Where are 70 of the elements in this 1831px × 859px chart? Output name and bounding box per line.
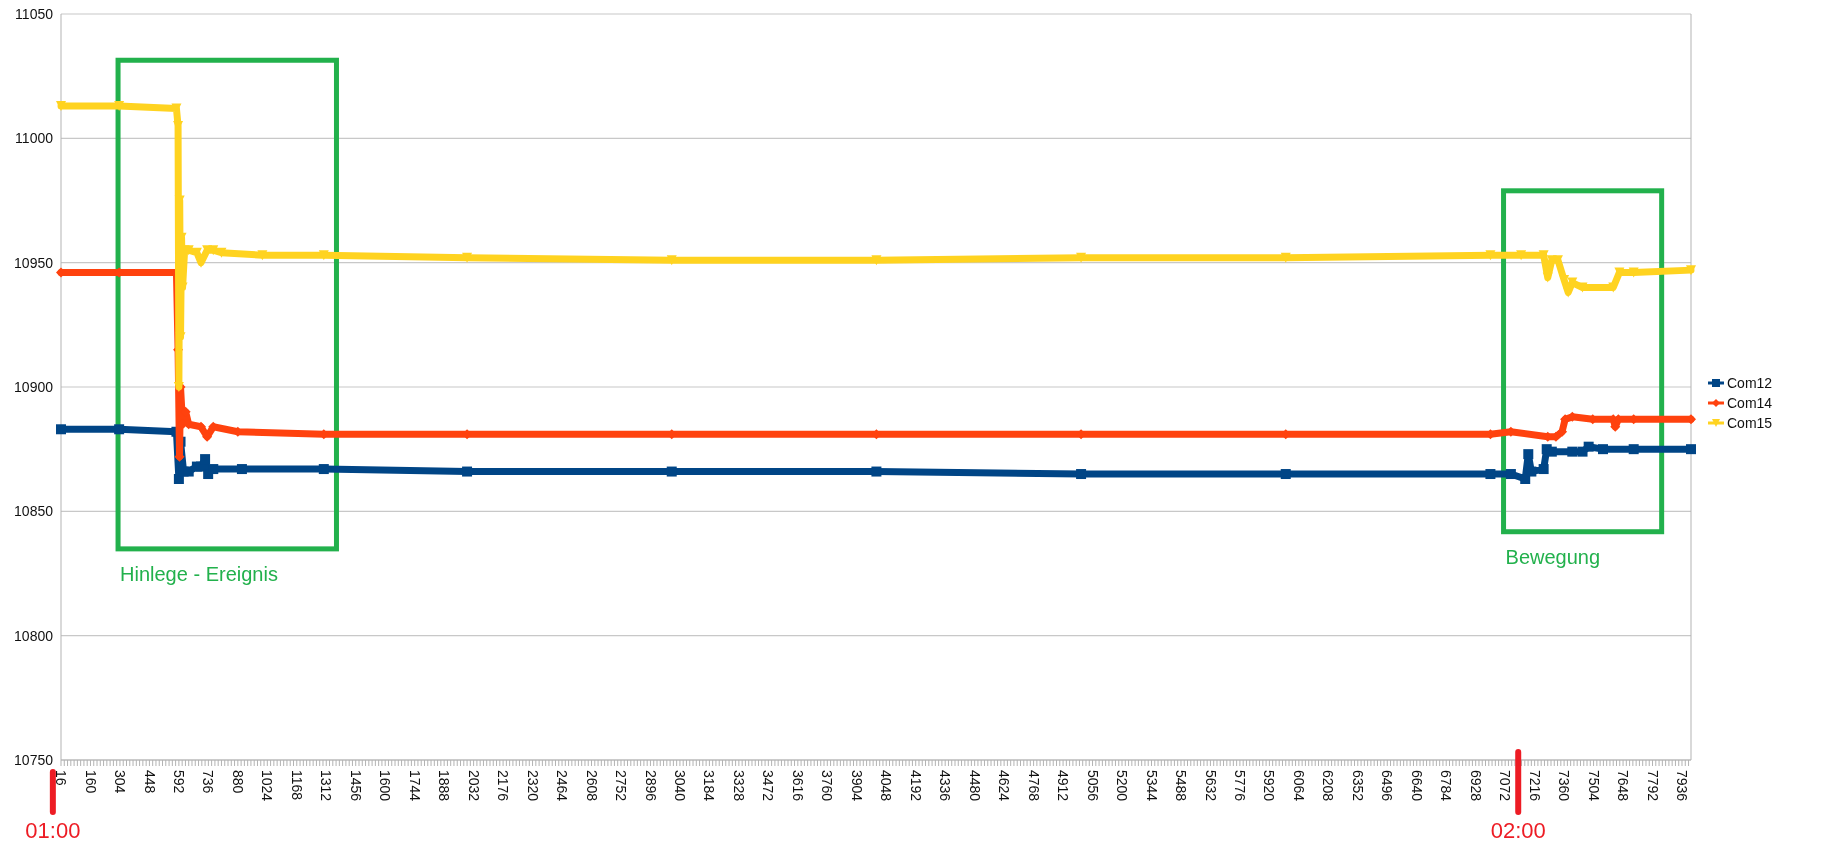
x-tick-label: 5632 — [1202, 770, 1219, 802]
x-tick-label: 6064 — [1290, 770, 1307, 802]
x-tick-label: 6208 — [1320, 770, 1337, 802]
x-tick-label: 5920 — [1261, 770, 1278, 802]
x-tick-label: 2320 — [524, 770, 541, 802]
x-tick-label: 3328 — [730, 770, 747, 802]
y-tick-label: 10950 — [14, 254, 54, 271]
x-tick-label: 592 — [170, 770, 187, 794]
x-tick-label: 736 — [200, 770, 217, 794]
x-tick-label: 5344 — [1143, 770, 1160, 802]
x-tick-label: 1312 — [318, 770, 335, 802]
x-tick-label: 3616 — [789, 770, 806, 802]
x-tick-label: 4048 — [878, 770, 895, 802]
x-tick-label: 6352 — [1349, 770, 1366, 802]
x-tick-label: 1456 — [347, 770, 364, 802]
x-tick-label: 880 — [229, 770, 246, 794]
x-tick-label: 4480 — [966, 770, 983, 802]
x-tick-label: 4192 — [907, 770, 924, 802]
x-tick-label: 5488 — [1173, 770, 1190, 802]
x-tick-label: 16 — [53, 770, 70, 786]
annotation: Hinlege - Ereignis — [120, 562, 278, 585]
x-tick-label: 5200 — [1114, 770, 1131, 802]
x-tick-label: 6784 — [1438, 770, 1455, 802]
annotation: Bewegung — [1505, 545, 1601, 568]
legend-label: Com12 — [1727, 374, 1773, 391]
x-tick-label: 2608 — [583, 770, 600, 802]
y-tick-label: 10750 — [14, 751, 54, 768]
x-tick-label: 4336 — [937, 770, 954, 802]
x-tick-label: 1600 — [377, 770, 394, 802]
x-tick-label: 7216 — [1526, 770, 1543, 802]
y-tick-label: 10800 — [14, 627, 54, 644]
y-tick-label: 10900 — [14, 378, 54, 395]
x-tick-label: 7504 — [1585, 770, 1602, 802]
x-tick-label: 1888 — [436, 770, 453, 802]
x-tick-label: 3760 — [819, 770, 836, 802]
legend-label: Com14 — [1727, 394, 1773, 411]
x-tick-label: 2176 — [495, 770, 512, 802]
x-tick-label: 448 — [141, 770, 158, 794]
x-tick-label: 160 — [82, 770, 99, 794]
x-tick-label: 2032 — [465, 770, 482, 802]
x-tick-label: 7648 — [1615, 770, 1632, 802]
x-tick-label: 2752 — [613, 770, 630, 802]
x-tick-label: 1024 — [259, 770, 276, 802]
y-tick-label: 11050 — [15, 5, 54, 22]
x-tick-label: 6928 — [1467, 770, 1484, 802]
x-tick-label: 6640 — [1408, 770, 1425, 802]
x-tick-label: 3040 — [672, 770, 689, 802]
x-tick-label: 4768 — [1025, 770, 1042, 802]
x-tick-label: 6496 — [1379, 770, 1396, 802]
text: 01:00 — [25, 818, 81, 843]
legend-label: Com15 — [1727, 414, 1773, 431]
x-tick-label: 3184 — [701, 770, 718, 802]
x-tick-label: 4624 — [996, 770, 1013, 802]
x-tick-label: 3472 — [760, 770, 777, 802]
x-tick-label: 4912 — [1055, 770, 1072, 802]
x-tick-label: 7072 — [1497, 770, 1514, 802]
x-tick-label: 5056 — [1084, 770, 1101, 802]
y-tick-label: 11000 — [15, 130, 54, 147]
x-tick-label: 5776 — [1232, 770, 1249, 802]
x-tick-label: 2464 — [554, 770, 571, 802]
x-tick-label: 7360 — [1556, 770, 1573, 802]
x-tick-label: 7792 — [1644, 770, 1661, 802]
y-tick-label: 10850 — [14, 503, 54, 520]
x-tick-label: 7936 — [1674, 770, 1691, 802]
x-tick-label: 3904 — [848, 770, 865, 802]
x-tick-label: 304 — [112, 770, 129, 794]
x-tick-label: 1744 — [406, 770, 423, 802]
x-tick-label: 1168 — [288, 770, 305, 801]
text: 02:00 — [1490, 818, 1546, 843]
x-tick-label: 2896 — [642, 770, 659, 802]
